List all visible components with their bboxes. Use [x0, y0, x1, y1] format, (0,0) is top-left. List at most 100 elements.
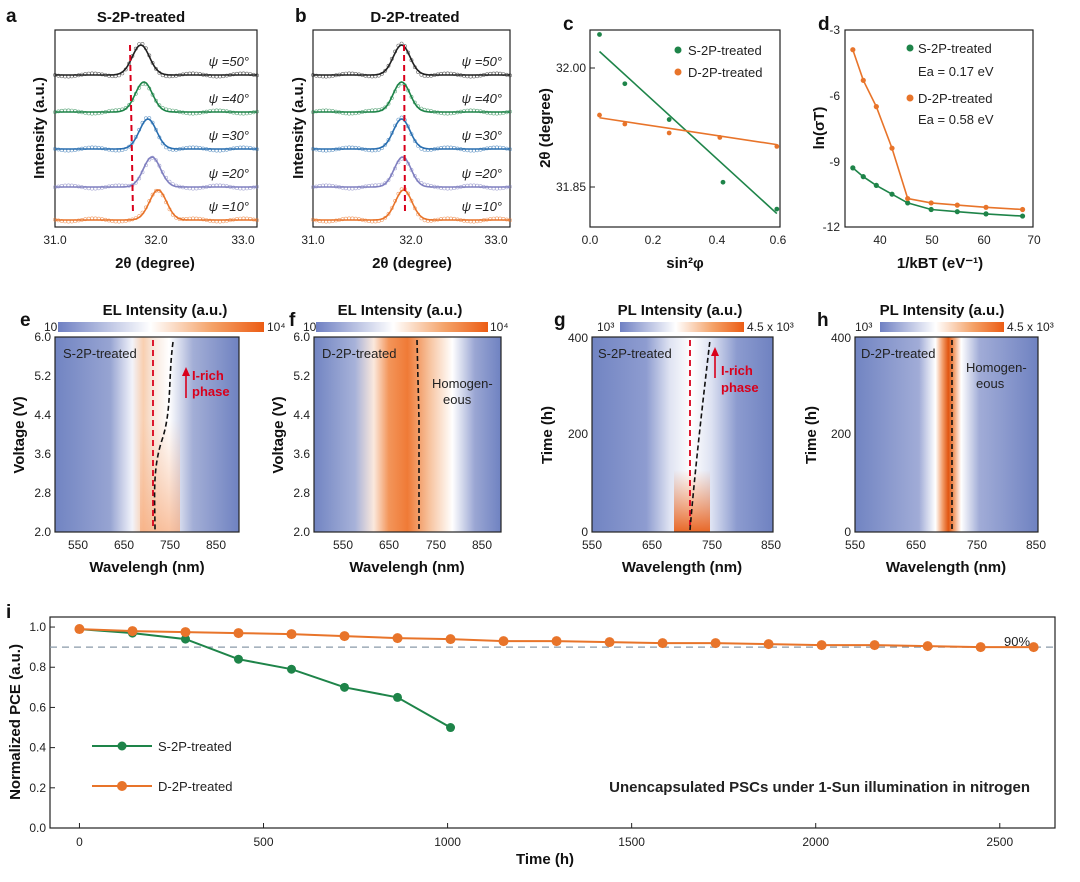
- xrd-point: [396, 191, 401, 196]
- xrd-point: [133, 135, 138, 139]
- panel-e-xlabel: Wavelengh (nm): [89, 559, 204, 576]
- panel-f-ytick: 2.8: [293, 486, 310, 500]
- panel-f: f EL Intensity (a.u.) 10 10⁴ D-2P-treate…: [270, 302, 509, 576]
- xrd-point: [393, 166, 398, 171]
- xrd-point: [393, 49, 398, 54]
- panel-d-frame: [844, 29, 1034, 228]
- xrd-point: [174, 183, 179, 188]
- xrd-point: [130, 217, 135, 222]
- xrd-curve-label: ψ =50°: [209, 54, 249, 69]
- panel-i: i 0.0 0.2 0.4 0.6 0.8 1.0 0 500 1000 1500 2000 2500…: [6, 602, 1056, 868]
- xrd-point: [416, 212, 421, 217]
- xrd-point: [255, 184, 259, 189]
- panel-d-ytick: -9: [829, 155, 840, 169]
- panel-e-cbar-min: 10: [44, 320, 58, 334]
- panel-d-ea-s2p: Ea = 0.17 eV: [918, 64, 994, 79]
- panel-d-point: [860, 174, 866, 180]
- panel-g-xlabel: Wavelength (nm): [622, 559, 742, 576]
- panel-h-ytick: 200: [831, 427, 851, 441]
- panel-c-point: [774, 206, 780, 212]
- xrd-point: [255, 73, 259, 78]
- xrd-point: [103, 110, 108, 114]
- panel-i-xtick: 2000: [802, 835, 829, 849]
- panel-a-xlabel: 2θ (degree): [115, 255, 195, 272]
- xrd-point: [393, 123, 398, 128]
- panel-i-point: [975, 642, 986, 653]
- xrd-point: [164, 145, 169, 150]
- panel-i-point: [339, 631, 350, 642]
- xrd-point: [157, 135, 162, 140]
- panel-i-xtick: 2500: [986, 835, 1013, 849]
- panel-g-ytick: 0: [581, 525, 588, 539]
- panel-c-ytick: 32.00: [556, 61, 586, 75]
- xrd-curve-label: ψ =40°: [462, 91, 502, 106]
- panel-g-ylabel: Time (h): [539, 406, 556, 464]
- panel-letter-i: i: [6, 602, 11, 623]
- xrd-point: [386, 211, 391, 216]
- xrd-point: [147, 157, 152, 162]
- xrd-curve-label: ψ =20°: [209, 166, 249, 181]
- panel-e-ytick: 2.0: [34, 525, 51, 539]
- xrd-point: [399, 41, 404, 46]
- panel-e-peak-path: [153, 341, 174, 531]
- xrd-point: [150, 92, 155, 97]
- xrd-point: [123, 146, 128, 151]
- xrd-point: [133, 180, 138, 185]
- panel-i-ytick: 0.0: [29, 821, 46, 835]
- xrd-point: [399, 115, 404, 120]
- xrd-point: [143, 46, 148, 51]
- xrd-point: [416, 70, 421, 74]
- xrd-point: [255, 147, 259, 152]
- panel-f-frame: [313, 336, 502, 533]
- xrd-point: [143, 163, 148, 168]
- panel-i-point: [180, 627, 191, 638]
- panel-g-cbar-max: 4.5 x 10³: [747, 320, 794, 334]
- xrd-point: [508, 184, 512, 189]
- panel-i-point: [74, 624, 85, 635]
- panel-d-ytick: -12: [823, 220, 841, 234]
- panel-c-frame: [589, 29, 781, 228]
- panel-i-point: [445, 634, 456, 645]
- xrd-point: [389, 96, 394, 100]
- xrd-point: [174, 215, 179, 220]
- panel-d-point: [905, 200, 911, 206]
- panel-e-ytick: 4.4: [34, 408, 51, 422]
- panel-d-xlabel: 1/kBT (eV⁻¹): [897, 255, 983, 272]
- panel-i-frame: [49, 616, 1056, 829]
- xrd-point: [53, 110, 57, 115]
- xrd-point: [150, 192, 155, 197]
- panel-f-xtick: 750: [426, 538, 446, 552]
- xrd-point: [147, 53, 152, 58]
- xrd-point: [143, 82, 148, 87]
- xrd-point: [157, 163, 162, 168]
- panel-f-ylabel: Voltage (V): [270, 396, 287, 473]
- xrd-curve-label: ψ =40°: [209, 91, 249, 106]
- panel-b-xtick: 31.0: [301, 233, 325, 247]
- panel-i-point: [604, 637, 615, 648]
- xrd-point: [201, 217, 206, 222]
- panel-a-title: S-2P-treated: [97, 9, 185, 26]
- xrd-point: [389, 206, 394, 211]
- panel-d-point: [850, 47, 856, 53]
- panel-e-cbar-max: 10⁴: [267, 320, 286, 334]
- xrd-point: [137, 85, 142, 90]
- xrd-point: [147, 199, 152, 203]
- xrd-point: [100, 72, 105, 77]
- xrd-point: [164, 107, 169, 112]
- panel-f-sample: D-2P-treated: [322, 346, 396, 361]
- xrd-point: [204, 184, 209, 189]
- xrd-point: [409, 58, 414, 63]
- panel-g-peak-path: [689, 339, 711, 531]
- xrd-point: [113, 74, 118, 79]
- panel-i-point: [233, 628, 244, 639]
- xrd-point: [123, 219, 128, 223]
- xrd-point: [127, 218, 132, 223]
- panel-f-annotation: Homogen-: [432, 376, 493, 391]
- panel-g-frame: [591, 336, 774, 533]
- xrd-point: [376, 147, 381, 152]
- xrd-point: [419, 181, 424, 185]
- xrd-point: [100, 146, 105, 151]
- panel-i-xtick: 0: [76, 835, 83, 849]
- panel-a-peak-shift-line: [129, 44, 134, 216]
- xrd-point: [201, 146, 206, 151]
